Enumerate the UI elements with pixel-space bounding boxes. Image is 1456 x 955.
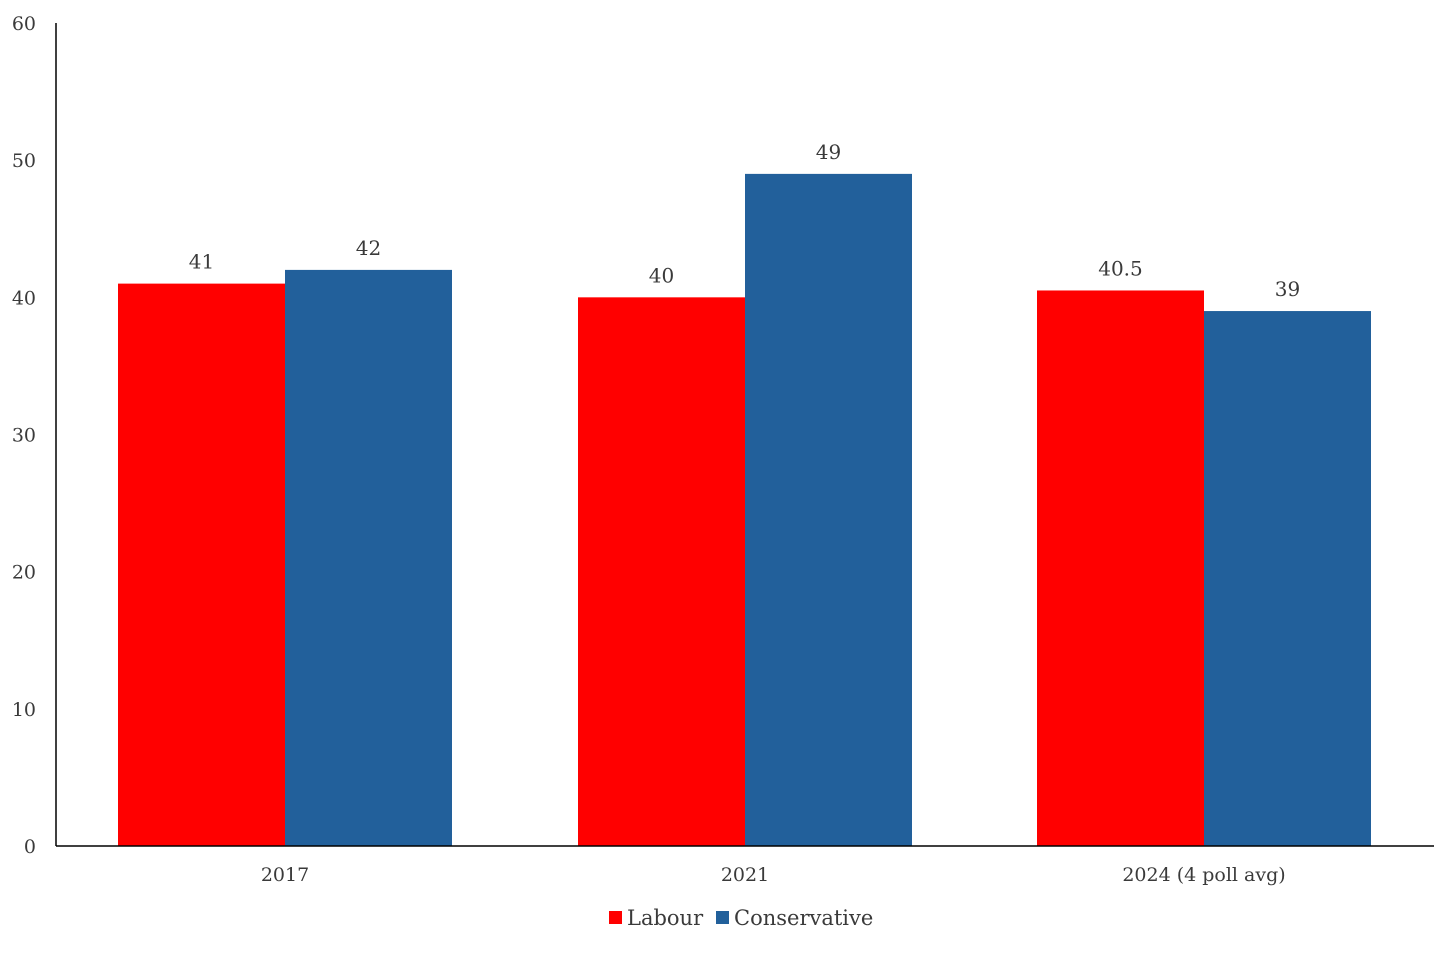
y-tick-label-10: 10 [12, 699, 36, 721]
bar-labour-0 [118, 283, 285, 846]
bar-labour-1 [578, 297, 745, 846]
legend-swatch-labour [609, 911, 622, 924]
x-tick-label-0: 2017 [261, 864, 309, 886]
legend: Labour Conservative [609, 906, 873, 930]
data-label-conservative-1: 49 [816, 140, 841, 164]
data-label-conservative-2: 39 [1275, 277, 1300, 301]
y-axis-ticks: 0 10 20 30 40 50 60 [12, 13, 36, 858]
data-label-labour-2: 40.5 [1098, 256, 1143, 280]
y-tick-label-50: 50 [12, 150, 36, 172]
x-tick-label-2: 2024 (4 poll avg) [1122, 864, 1285, 886]
legend-label-conservative: Conservative [734, 906, 873, 930]
legend-label-labour: Labour [627, 906, 704, 930]
y-tick-label-40: 40 [12, 287, 36, 309]
y-tick-label-0: 0 [24, 836, 36, 858]
data-label-conservative-0: 42 [356, 236, 381, 260]
bar-conservative-0 [285, 269, 452, 846]
bar-conservative-1 [745, 173, 912, 847]
y-tick-label-20: 20 [12, 562, 36, 584]
axes-group [55, 23, 1434, 847]
y-tick-label-30: 30 [12, 425, 36, 447]
x-axis-labels: 2017 2021 2024 (4 poll avg) [261, 864, 1286, 886]
bars-group [118, 173, 1371, 847]
data-label-labour-1: 40 [649, 263, 674, 287]
data-labels-group: 41 42 40 49 40.5 39 [189, 140, 1300, 301]
y-tick-label-60: 60 [12, 13, 36, 35]
bar-conservative-2 [1204, 311, 1371, 846]
legend-swatch-conservative [716, 911, 729, 924]
x-tick-label-1: 2021 [721, 864, 769, 886]
bar-labour-2 [1037, 290, 1204, 847]
data-label-labour-0: 41 [189, 250, 214, 274]
